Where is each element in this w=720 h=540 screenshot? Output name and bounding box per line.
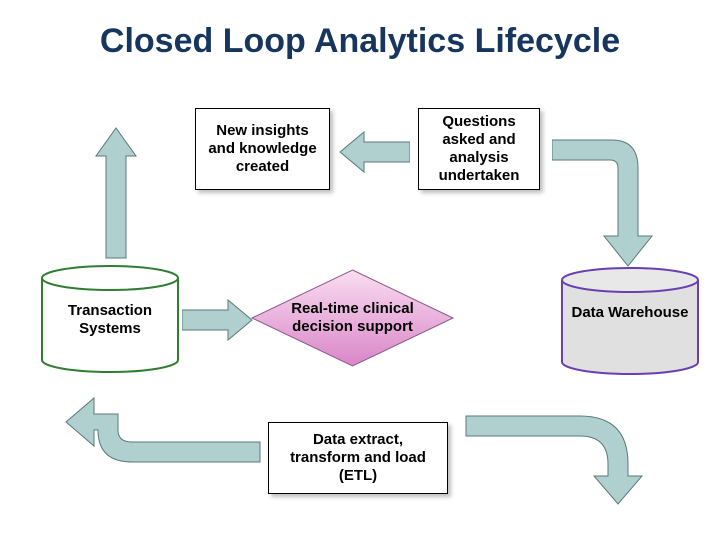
arrow-transaction-to-decision: [182, 298, 254, 342]
box-new-insights: New insights and knowledge created: [195, 108, 330, 190]
box-new-insights-label: New insights and knowledge created: [204, 122, 321, 176]
box-questions-asked: Questions asked and analysis undertaken: [418, 108, 540, 190]
cylinder-warehouse-label: Data Warehouse: [560, 304, 700, 322]
cylinder-data-warehouse: Data Warehouse: [560, 266, 700, 376]
box-etl-label: Data extract, transform and load (ETL): [277, 431, 439, 485]
diagram-stage: Transaction Systems Data Warehouse New i…: [0, 0, 720, 540]
arrow-insights-to-transaction: [80, 120, 190, 260]
box-questions-label: Questions asked and analysis undertaken: [427, 113, 531, 185]
cylinder-transaction-systems: Transaction Systems: [40, 264, 180, 374]
cylinder-transaction-label: Transaction Systems: [40, 302, 180, 338]
box-etl: Data extract, transform and load (ETL): [268, 422, 448, 494]
diamond-label: Real-time clinical decision support: [250, 300, 455, 336]
arrow-warehouse-to-etl: [460, 388, 670, 508]
diamond-decision-support: Real-time clinical decision support: [250, 268, 455, 368]
arrow-questions-to-warehouse: [552, 118, 682, 268]
arrow-questions-to-insights: [338, 130, 410, 174]
arrow-etl-to-transaction: [62, 390, 262, 510]
